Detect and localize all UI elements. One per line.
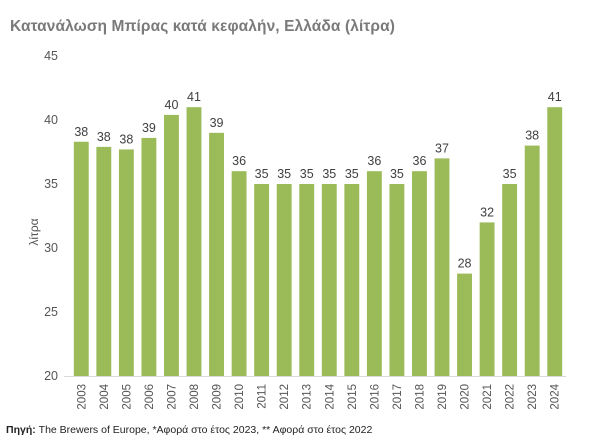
y-tick-label: 40 [44,113,58,127]
data-label-2020: 28 [458,257,472,271]
x-tick-label: 2007 [166,384,178,410]
data-label-2013: 35 [300,167,314,181]
x-tick-label: 2008 [189,384,201,410]
bar-2020 [457,273,472,376]
data-label-2009: 39 [210,116,224,130]
data-label-2007: 40 [165,98,179,112]
bar-2012 [276,184,292,376]
x-tick-label: 2014 [324,383,336,409]
x-tick-label: 2006 [144,384,156,410]
x-tick-label: 2021 [482,384,494,410]
x-tick-label: 2003 [76,384,88,410]
bar-2023 [524,145,540,376]
y-tick-label: 25 [44,305,58,319]
bar-2009 [209,132,224,376]
y-tick-label: 20 [44,369,58,383]
data-labels: 38 38 38 39 40 41 39 36 35 35 35 35 35 36 35 36 37 28 32 35… [74,90,561,270]
x-tick-label: 2018 [414,384,426,410]
bar-2003 [73,141,89,376]
y-axis-label: λίτρα [27,218,41,245]
bar-2010 [231,171,247,376]
data-label-2015: 35 [345,167,359,181]
bar-2019 [434,158,450,376]
bar-2016 [366,171,382,376]
bar-2022 [502,184,518,376]
data-label-2017: 35 [390,167,404,181]
x-tick-label: 2010 [234,384,246,410]
x-tick-label: 2009 [212,384,224,410]
data-label-2006: 39 [142,121,156,135]
source-text: The Brewers of Europe, *Αφορά στο έτος 2… [35,424,373,436]
x-tick-label: 2023 [527,384,539,410]
chart-title: Κατανάλωση Μπίρας κατά κεφαλήν, Ελλάδα (… [10,18,395,35]
bar-2008 [186,107,202,376]
source-label: Πηγή: [6,424,36,436]
x-tick-label: 2005 [121,384,133,410]
data-label-2014: 35 [322,167,336,181]
bar-2017 [389,184,405,376]
bar-2015 [344,184,360,376]
source-note: Πηγή: The Brewers of Europe, *Αφορά στο … [6,424,372,436]
data-label-2011: 35 [255,167,269,181]
data-label-2003: 38 [74,125,88,139]
data-label-2004: 38 [97,130,111,144]
bar-2004 [96,146,112,376]
bar-2007 [164,114,179,376]
x-tick-label: 2024 [550,383,562,409]
y-tick-label: 45 [44,49,58,63]
bar-2018 [412,171,427,376]
bars [73,107,563,376]
data-label-2019: 37 [435,141,449,155]
y-tick-label: 30 [44,241,58,255]
data-label-2008: 41 [187,90,201,104]
data-label-2018: 36 [413,154,427,168]
x-tick-label: 2011 [257,384,269,409]
bar-2006 [141,137,157,376]
bar-2024 [547,107,563,376]
x-tick-label: 2016 [369,384,381,410]
data-label-2021: 32 [480,205,494,219]
data-label-2005: 38 [119,132,133,146]
x-tick-label: 2017 [392,384,404,410]
data-label-2023: 38 [525,129,539,143]
y-axis: 20 25 30 35 40 45 [44,49,58,383]
bar-2013 [299,184,315,376]
x-tick-label: 2020 [460,384,472,410]
x-tick-label: 2015 [347,384,359,410]
x-tick-label: 2012 [279,384,291,410]
data-label-2022: 35 [503,167,517,181]
data-label-2024: 41 [548,90,562,104]
bar-2011 [254,184,270,376]
x-axis: 2003 2004 2005 2006 2007 2008 2009 2010 2011 2012… [76,383,561,409]
data-label-2010: 36 [232,154,246,168]
x-tick-label: 2013 [302,384,314,410]
x-tick-label: 2004 [99,383,111,409]
x-tick-label: 2022 [505,384,517,410]
data-label-2016: 36 [367,154,381,168]
y-tick-label: 35 [44,177,58,191]
x-tick-label: 2019 [437,384,449,410]
bar-2014 [321,184,337,376]
bar-2021 [479,222,495,376]
bar-2005 [118,149,134,376]
data-label-2012: 35 [277,167,291,181]
